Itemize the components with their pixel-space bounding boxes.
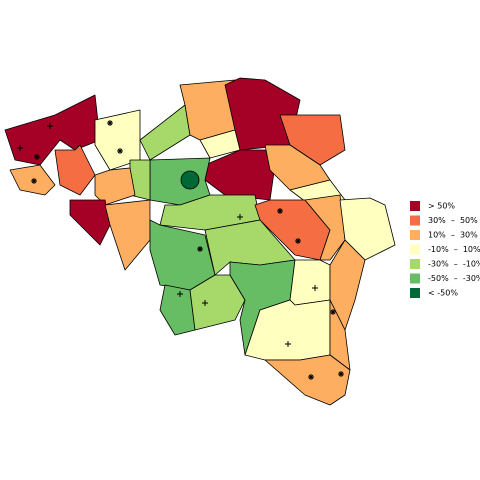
legend-label: -50% – -30% (428, 274, 480, 283)
region (204, 149, 276, 201)
legend-swatch (410, 288, 420, 298)
region (180, 170, 200, 190)
legend-swatch (410, 230, 420, 240)
legend-label: -30% – -10% (428, 260, 480, 269)
asterisk-marker (31, 120, 344, 380)
region (54, 144, 96, 196)
region (94, 109, 141, 171)
legend-swatch (410, 244, 420, 255)
region (104, 199, 151, 271)
legend: > 50% 30% – 50% 10% – 30% -10% – 10% -30% – … (410, 201, 480, 298)
region (289, 259, 331, 306)
regions (4, 77, 396, 406)
legend-swatch (410, 273, 420, 284)
legend-swatch (410, 215, 420, 226)
legend-label: < -50% (428, 289, 458, 298)
legend-label: 30% – 50% (428, 216, 478, 225)
region (4, 94, 101, 166)
region (279, 114, 346, 166)
plus-marker (17, 123, 318, 347)
region (304, 194, 346, 261)
markers (17, 120, 344, 380)
region (159, 284, 196, 336)
region (264, 354, 351, 406)
legend-label: 10% – 30% (428, 231, 478, 240)
legend-swatch (410, 259, 420, 269)
region (94, 167, 136, 206)
region (69, 199, 111, 246)
legend-label: -10% – 10% (428, 245, 480, 254)
region (139, 104, 191, 161)
legend-label: > 50% (428, 202, 455, 211)
legend-swatch (410, 201, 420, 211)
